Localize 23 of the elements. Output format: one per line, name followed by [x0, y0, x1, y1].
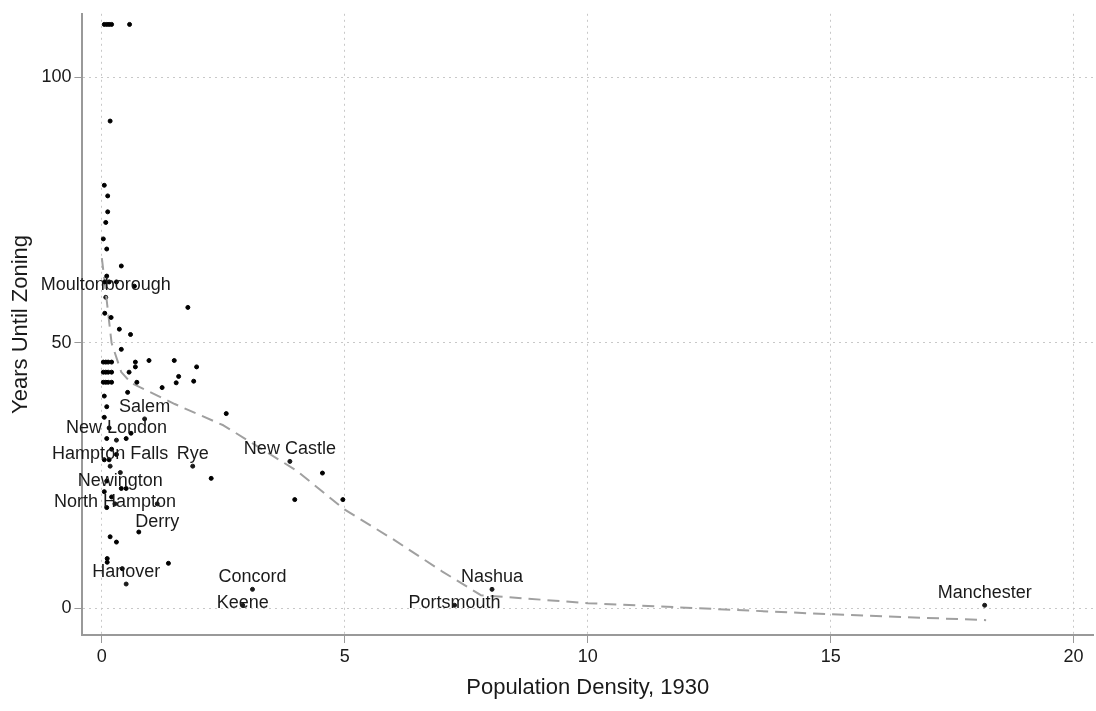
- data-label: Salem: [119, 395, 171, 416]
- data-label: Manchester: [937, 582, 1032, 603]
- x-tick-label: 10: [577, 645, 598, 666]
- y-tick-label: 50: [51, 331, 72, 352]
- data-label: Keene: [216, 592, 269, 613]
- data-label: Nashua: [460, 566, 525, 587]
- data-label: Newington: [77, 469, 163, 490]
- data-label: New Castle: [243, 438, 336, 459]
- data-label: Rye: [176, 443, 209, 464]
- x-tick-label: 15: [820, 645, 841, 666]
- data-label: Hanover: [92, 561, 161, 581]
- y-tick-label: 100: [41, 66, 72, 87]
- x-tick-label: 5: [339, 645, 350, 666]
- y-axis-title: Years Until Zoning: [7, 234, 33, 414]
- x-tick-label: 0: [96, 645, 107, 666]
- data-label: Portsmouth: [408, 592, 501, 613]
- x-axis-title: Population Density, 1930: [466, 673, 710, 699]
- data-label: Derry: [135, 510, 180, 531]
- data-label: New London: [65, 417, 167, 438]
- data-label: North Hampton: [53, 490, 177, 511]
- y-tick-label: 0: [61, 597, 72, 618]
- data-label: Concord: [218, 566, 287, 587]
- x-tick-label: 20: [1063, 645, 1084, 666]
